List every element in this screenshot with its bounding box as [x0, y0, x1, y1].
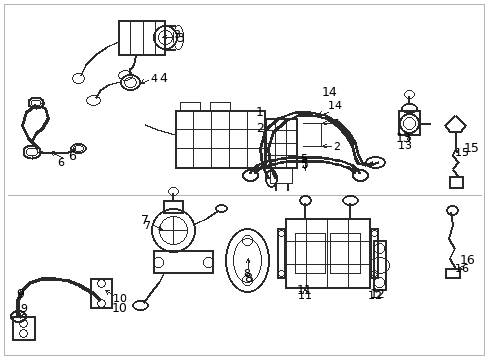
Text: 15: 15: [463, 141, 479, 154]
Text: 14: 14: [322, 85, 337, 99]
Text: 8: 8: [244, 271, 251, 284]
Text: 16: 16: [459, 253, 475, 266]
Text: 4: 4: [159, 72, 166, 85]
Text: 11: 11: [297, 284, 312, 297]
Text: 3: 3: [176, 31, 183, 45]
Text: 9: 9: [16, 288, 24, 302]
Text: 2: 2: [256, 122, 264, 135]
Text: 5: 5: [301, 158, 308, 171]
Text: 13: 13: [395, 131, 411, 144]
Text: 12: 12: [369, 288, 385, 302]
Text: 6: 6: [68, 149, 76, 162]
Text: 10: 10: [112, 302, 128, 315]
Text: 1: 1: [256, 105, 264, 118]
Text: 7: 7: [141, 213, 149, 226]
